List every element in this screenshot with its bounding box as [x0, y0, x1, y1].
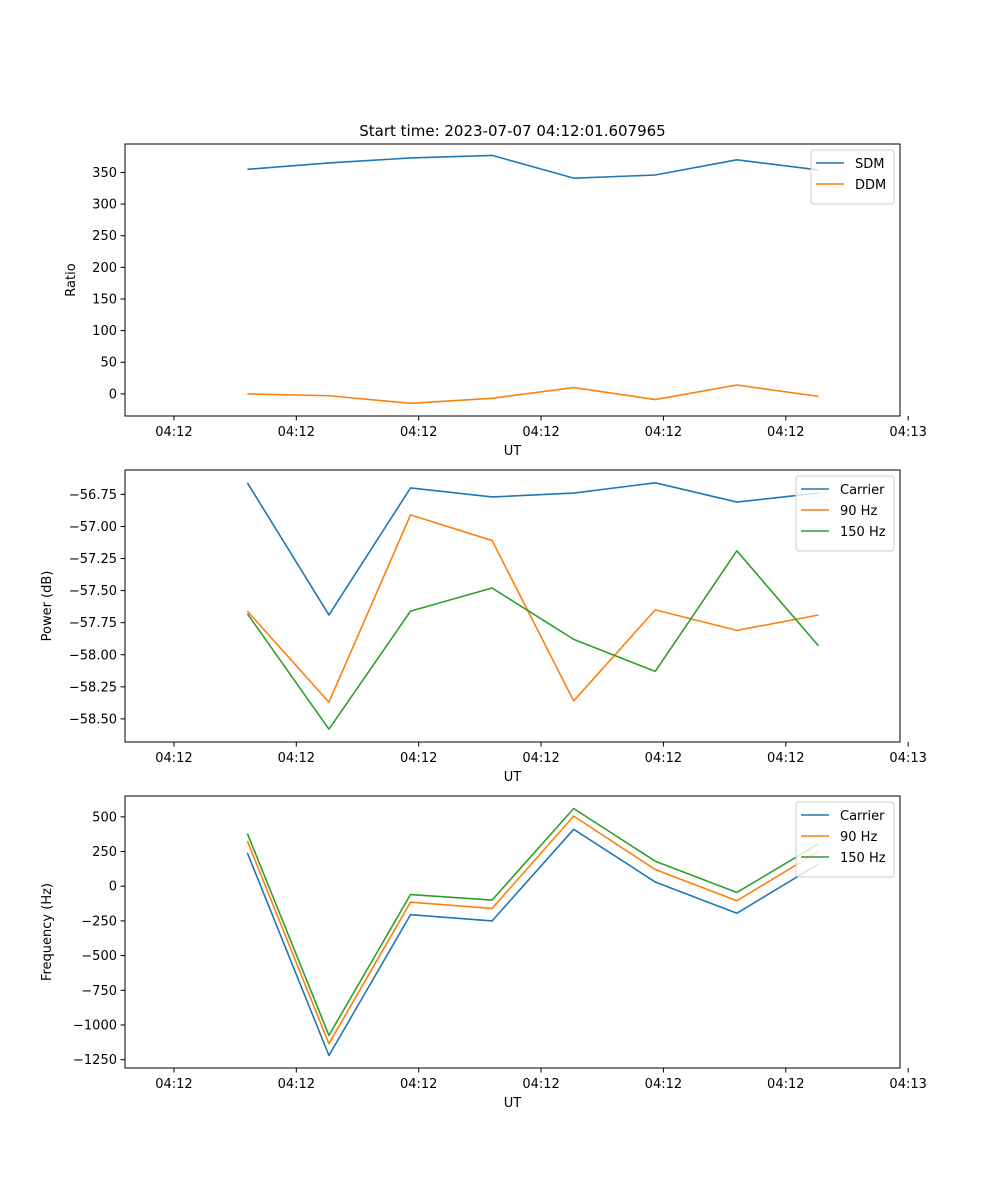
- y-tick-label: 300: [92, 198, 117, 213]
- y-tick-label: 500: [92, 810, 117, 825]
- x-tick-label: 04:12: [522, 1077, 559, 1092]
- axes-frame: [124, 469, 901, 743]
- x-tick-label: 04:12: [645, 1077, 682, 1092]
- legend: SDM DDM: [810, 149, 895, 205]
- panels: 04:12 04:12 04:12 04:12 04:12 04:12 04:13 0 50 10…: [40, 143, 927, 1111]
- legend-label: 90 Hz: [840, 504, 877, 519]
- x-tick-label: 04:13: [889, 751, 926, 766]
- y-tick-label: 50: [100, 356, 117, 371]
- series-line-90-hz: [246, 815, 819, 1045]
- legend-label: 150 Hz: [840, 851, 886, 866]
- legend-label: Carrier: [840, 809, 885, 824]
- y-tick-label: −58.50: [69, 712, 117, 727]
- y-tick-label: −250: [81, 914, 117, 929]
- series-line-carrier: [246, 482, 819, 616]
- x-tick-label: 04:12: [278, 425, 315, 440]
- y-tick-label: −500: [81, 949, 117, 964]
- legend-label: 90 Hz: [840, 830, 877, 845]
- series-line-90-hz: [246, 514, 819, 704]
- x-tick-label: 04:12: [155, 751, 192, 766]
- y-tick-label: −1250: [73, 1053, 117, 1068]
- x-tick-label: 04:12: [278, 1077, 315, 1092]
- legend-box: [795, 801, 895, 878]
- x-axis-label: UT: [504, 444, 522, 459]
- y-axis-label: Ratio: [64, 263, 79, 296]
- x-tick-label: 04:12: [645, 425, 682, 440]
- series-line-carrier: [246, 828, 819, 1057]
- y-tick-label: −1000: [73, 1018, 117, 1033]
- y-tick-label: 0: [109, 387, 117, 402]
- panel-3: 04:12 04:12 04:12 04:12 04:12 04:12 04:13 −1250…: [40, 795, 927, 1111]
- panel-2: 04:12 04:12 04:12 04:12 04:12 04:12 04:13 −58.5…: [40, 469, 927, 785]
- series-line-150-hz: [246, 550, 820, 730]
- y-tick-label: −750: [81, 984, 117, 999]
- x-tick-label: 04:12: [767, 751, 804, 766]
- x-axis-label: UT: [504, 770, 522, 785]
- x-tick-label: 04:12: [645, 751, 682, 766]
- legend-label: DDM: [855, 178, 886, 193]
- legend-box: [795, 475, 895, 552]
- y-tick-label: 350: [92, 166, 117, 181]
- x-tick-label: 04:13: [889, 1077, 926, 1092]
- x-tick-label: 04:12: [400, 425, 437, 440]
- y-tick-label: −57.50: [69, 584, 117, 599]
- x-tick-label: 04:12: [522, 751, 559, 766]
- x-tick-label: 04:12: [155, 1077, 192, 1092]
- y-tick-label: 250: [92, 845, 117, 860]
- y-tick-label: 200: [92, 261, 117, 276]
- y-tick-label: −56.75: [69, 488, 117, 503]
- y-tick-label: 0: [109, 880, 117, 895]
- y-tick-label: 150: [92, 292, 117, 307]
- axes-frame: [124, 795, 901, 1069]
- legend-label: SDM: [855, 157, 884, 172]
- legend: Carrier 90 Hz 150 Hz: [795, 475, 895, 552]
- y-tick-label: −58.00: [69, 648, 117, 663]
- figure-title: Start time: 2023-07-07 04:12:01.607965: [359, 122, 665, 140]
- legend-label: Carrier: [840, 483, 885, 498]
- x-tick-label: 04:12: [767, 1077, 804, 1092]
- series-line-sdm: [247, 154, 819, 179]
- y-axis-label: Power (dB): [40, 571, 55, 642]
- legend: Carrier 90 Hz 150 Hz: [795, 801, 895, 878]
- legend-label: 150 Hz: [840, 525, 886, 540]
- x-tick-label: 04:12: [400, 751, 437, 766]
- y-tick-label: −57.75: [69, 616, 117, 631]
- series-line-ddm: [247, 384, 819, 405]
- x-tick-label: 04:12: [155, 425, 192, 440]
- x-axis-label: UT: [504, 1096, 522, 1111]
- axes-frame: [124, 143, 901, 417]
- x-tick-label: 04:12: [278, 751, 315, 766]
- x-tick-label: 04:12: [522, 425, 559, 440]
- x-tick-label: 04:12: [767, 425, 804, 440]
- series-line-150-hz: [246, 807, 819, 1037]
- y-tick-label: −57.25: [69, 552, 117, 567]
- x-tick-label: 04:12: [400, 1077, 437, 1092]
- y-tick-label: −57.00: [69, 520, 117, 535]
- y-tick-label: −58.25: [69, 680, 117, 695]
- y-axis-label: Frequency (Hz): [40, 883, 55, 981]
- y-tick-label: 100: [92, 324, 117, 339]
- panel-1: 04:12 04:12 04:12 04:12 04:12 04:12 04:13 0 50 10…: [64, 143, 927, 459]
- y-tick-label: 250: [92, 229, 117, 244]
- x-tick-label: 04:13: [889, 425, 926, 440]
